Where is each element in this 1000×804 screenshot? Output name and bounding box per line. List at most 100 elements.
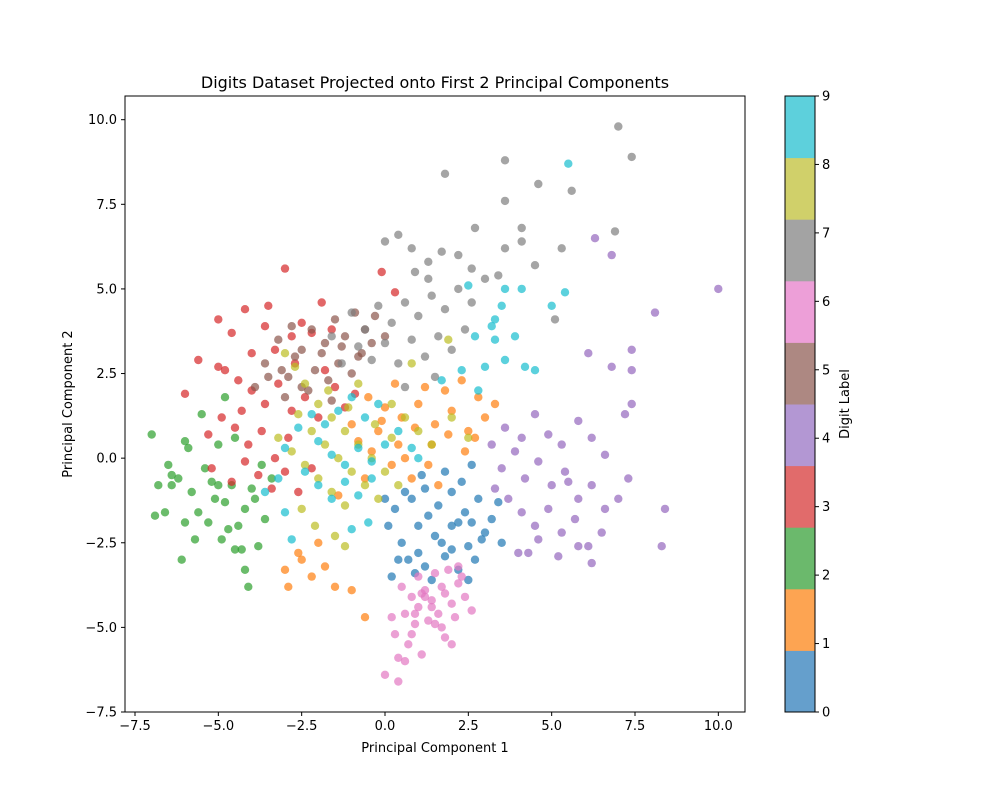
y-tick-label: 2.5 bbox=[96, 367, 117, 382]
data-point-digit-4 bbox=[584, 542, 593, 551]
data-point-digit-8 bbox=[330, 531, 340, 541]
colorbar-segment-5 bbox=[785, 342, 815, 405]
data-point-digit-8 bbox=[327, 413, 336, 422]
data-point-digit-0 bbox=[447, 545, 456, 554]
x-tick-label: 2.5 bbox=[458, 719, 479, 734]
data-point-digit-7 bbox=[517, 223, 526, 233]
data-point-digit-0 bbox=[437, 538, 446, 547]
data-point-digit-9 bbox=[480, 362, 490, 371]
data-point-digit-8 bbox=[427, 440, 436, 449]
data-point-digit-0 bbox=[384, 521, 393, 530]
y-tick-label: −2.5 bbox=[85, 536, 117, 551]
data-point-digit-2 bbox=[220, 393, 230, 402]
data-point-digit-6 bbox=[437, 623, 446, 632]
data-point-digit-5 bbox=[367, 338, 376, 348]
data-point-digit-1 bbox=[320, 562, 330, 571]
data-point-digit-5 bbox=[274, 335, 283, 344]
data-point-digit-7 bbox=[380, 237, 390, 246]
data-point-digit-8 bbox=[400, 413, 410, 422]
data-point-digit-9 bbox=[490, 315, 500, 324]
data-point-digit-8 bbox=[294, 410, 303, 419]
data-point-digit-1 bbox=[377, 416, 386, 426]
data-point-digit-3 bbox=[307, 464, 316, 473]
data-point-digit-1 bbox=[360, 613, 370, 622]
colorbar-tick-label: 0 bbox=[822, 706, 830, 721]
data-point-digit-0 bbox=[407, 494, 416, 503]
data-point-digit-3 bbox=[234, 376, 243, 385]
data-point-digit-0 bbox=[387, 572, 396, 581]
data-point-digit-1 bbox=[364, 393, 373, 402]
data-point-digit-0 bbox=[380, 494, 390, 503]
data-point-digit-7 bbox=[407, 244, 416, 253]
data-point-digit-1 bbox=[407, 474, 416, 483]
data-point-digit-4 bbox=[627, 366, 636, 375]
points-layer bbox=[147, 122, 723, 686]
data-point-digit-1 bbox=[400, 454, 410, 463]
data-point-digit-7 bbox=[447, 345, 456, 354]
data-point-digit-3 bbox=[260, 399, 270, 409]
data-point-digit-4 bbox=[584, 349, 593, 358]
data-point-digit-3 bbox=[287, 406, 296, 415]
data-point-digit-9 bbox=[474, 386, 483, 395]
data-point-digit-4 bbox=[597, 528, 606, 537]
data-point-digit-7 bbox=[534, 179, 543, 189]
data-point-digit-7 bbox=[420, 352, 430, 361]
x-axis-label: Principal Component 1 bbox=[361, 741, 508, 756]
data-point-digit-2 bbox=[167, 481, 176, 490]
data-point-digit-8 bbox=[387, 399, 396, 409]
data-point-digit-1 bbox=[374, 426, 383, 436]
data-point-digit-2 bbox=[234, 521, 243, 530]
data-point-digit-3 bbox=[267, 484, 276, 493]
data-point-digit-4 bbox=[530, 410, 540, 419]
data-point-digit-5 bbox=[340, 332, 350, 341]
data-point-digit-0 bbox=[464, 542, 473, 551]
data-point-digit-2 bbox=[200, 464, 210, 473]
colorbar-segment-2 bbox=[785, 527, 815, 590]
data-point-digit-6 bbox=[417, 650, 426, 659]
data-point-digit-7 bbox=[337, 359, 346, 368]
data-point-digit-4 bbox=[530, 521, 540, 530]
data-point-digit-8 bbox=[340, 501, 350, 510]
data-point-digit-0 bbox=[494, 498, 503, 507]
data-point-digit-3 bbox=[180, 389, 190, 398]
data-point-digit-1 bbox=[440, 386, 450, 395]
data-point-digit-9 bbox=[464, 281, 473, 290]
y-axis-label: Principal Component 2 bbox=[61, 330, 76, 477]
colorbar-tick-label: 3 bbox=[822, 500, 830, 515]
data-point-digit-5 bbox=[317, 349, 326, 358]
data-point-digit-7 bbox=[407, 335, 416, 344]
data-point-digit-9 bbox=[487, 322, 496, 331]
data-point-digit-4 bbox=[557, 528, 566, 537]
data-point-digit-1 bbox=[490, 399, 500, 409]
data-point-digit-5 bbox=[380, 332, 390, 341]
colorbar-tick-label: 8 bbox=[822, 158, 830, 173]
data-point-digit-2 bbox=[260, 514, 270, 524]
data-point-digit-4 bbox=[517, 508, 526, 517]
data-point-digit-5 bbox=[287, 322, 296, 331]
data-point-digit-3 bbox=[287, 332, 296, 341]
data-point-digit-2 bbox=[230, 545, 240, 554]
data-point-digit-9 bbox=[470, 332, 480, 341]
data-point-digit-8 bbox=[354, 379, 363, 388]
colorbar-frame bbox=[784, 95, 816, 713]
data-point-digit-2 bbox=[180, 518, 190, 527]
data-point-digit-1 bbox=[457, 376, 466, 385]
data-point-digit-4 bbox=[514, 548, 523, 558]
data-point-digit-6 bbox=[414, 602, 423, 612]
data-point-digit-8 bbox=[290, 362, 300, 371]
data-point-digit-7 bbox=[454, 284, 463, 294]
data-point-digit-2 bbox=[150, 511, 160, 520]
data-point-digit-6 bbox=[397, 582, 406, 591]
data-point-digit-5 bbox=[264, 372, 273, 382]
data-point-digit-8 bbox=[340, 542, 350, 551]
data-point-digit-2 bbox=[214, 440, 223, 449]
data-point-digit-4 bbox=[504, 494, 513, 503]
data-point-digit-5 bbox=[370, 311, 380, 321]
data-point-digit-1 bbox=[390, 379, 400, 388]
data-point-digit-6 bbox=[407, 592, 416, 602]
data-point-digit-3 bbox=[214, 315, 223, 324]
data-point-digit-0 bbox=[440, 467, 450, 476]
data-point-digit-8 bbox=[370, 420, 380, 429]
data-point-digit-6 bbox=[434, 609, 443, 618]
